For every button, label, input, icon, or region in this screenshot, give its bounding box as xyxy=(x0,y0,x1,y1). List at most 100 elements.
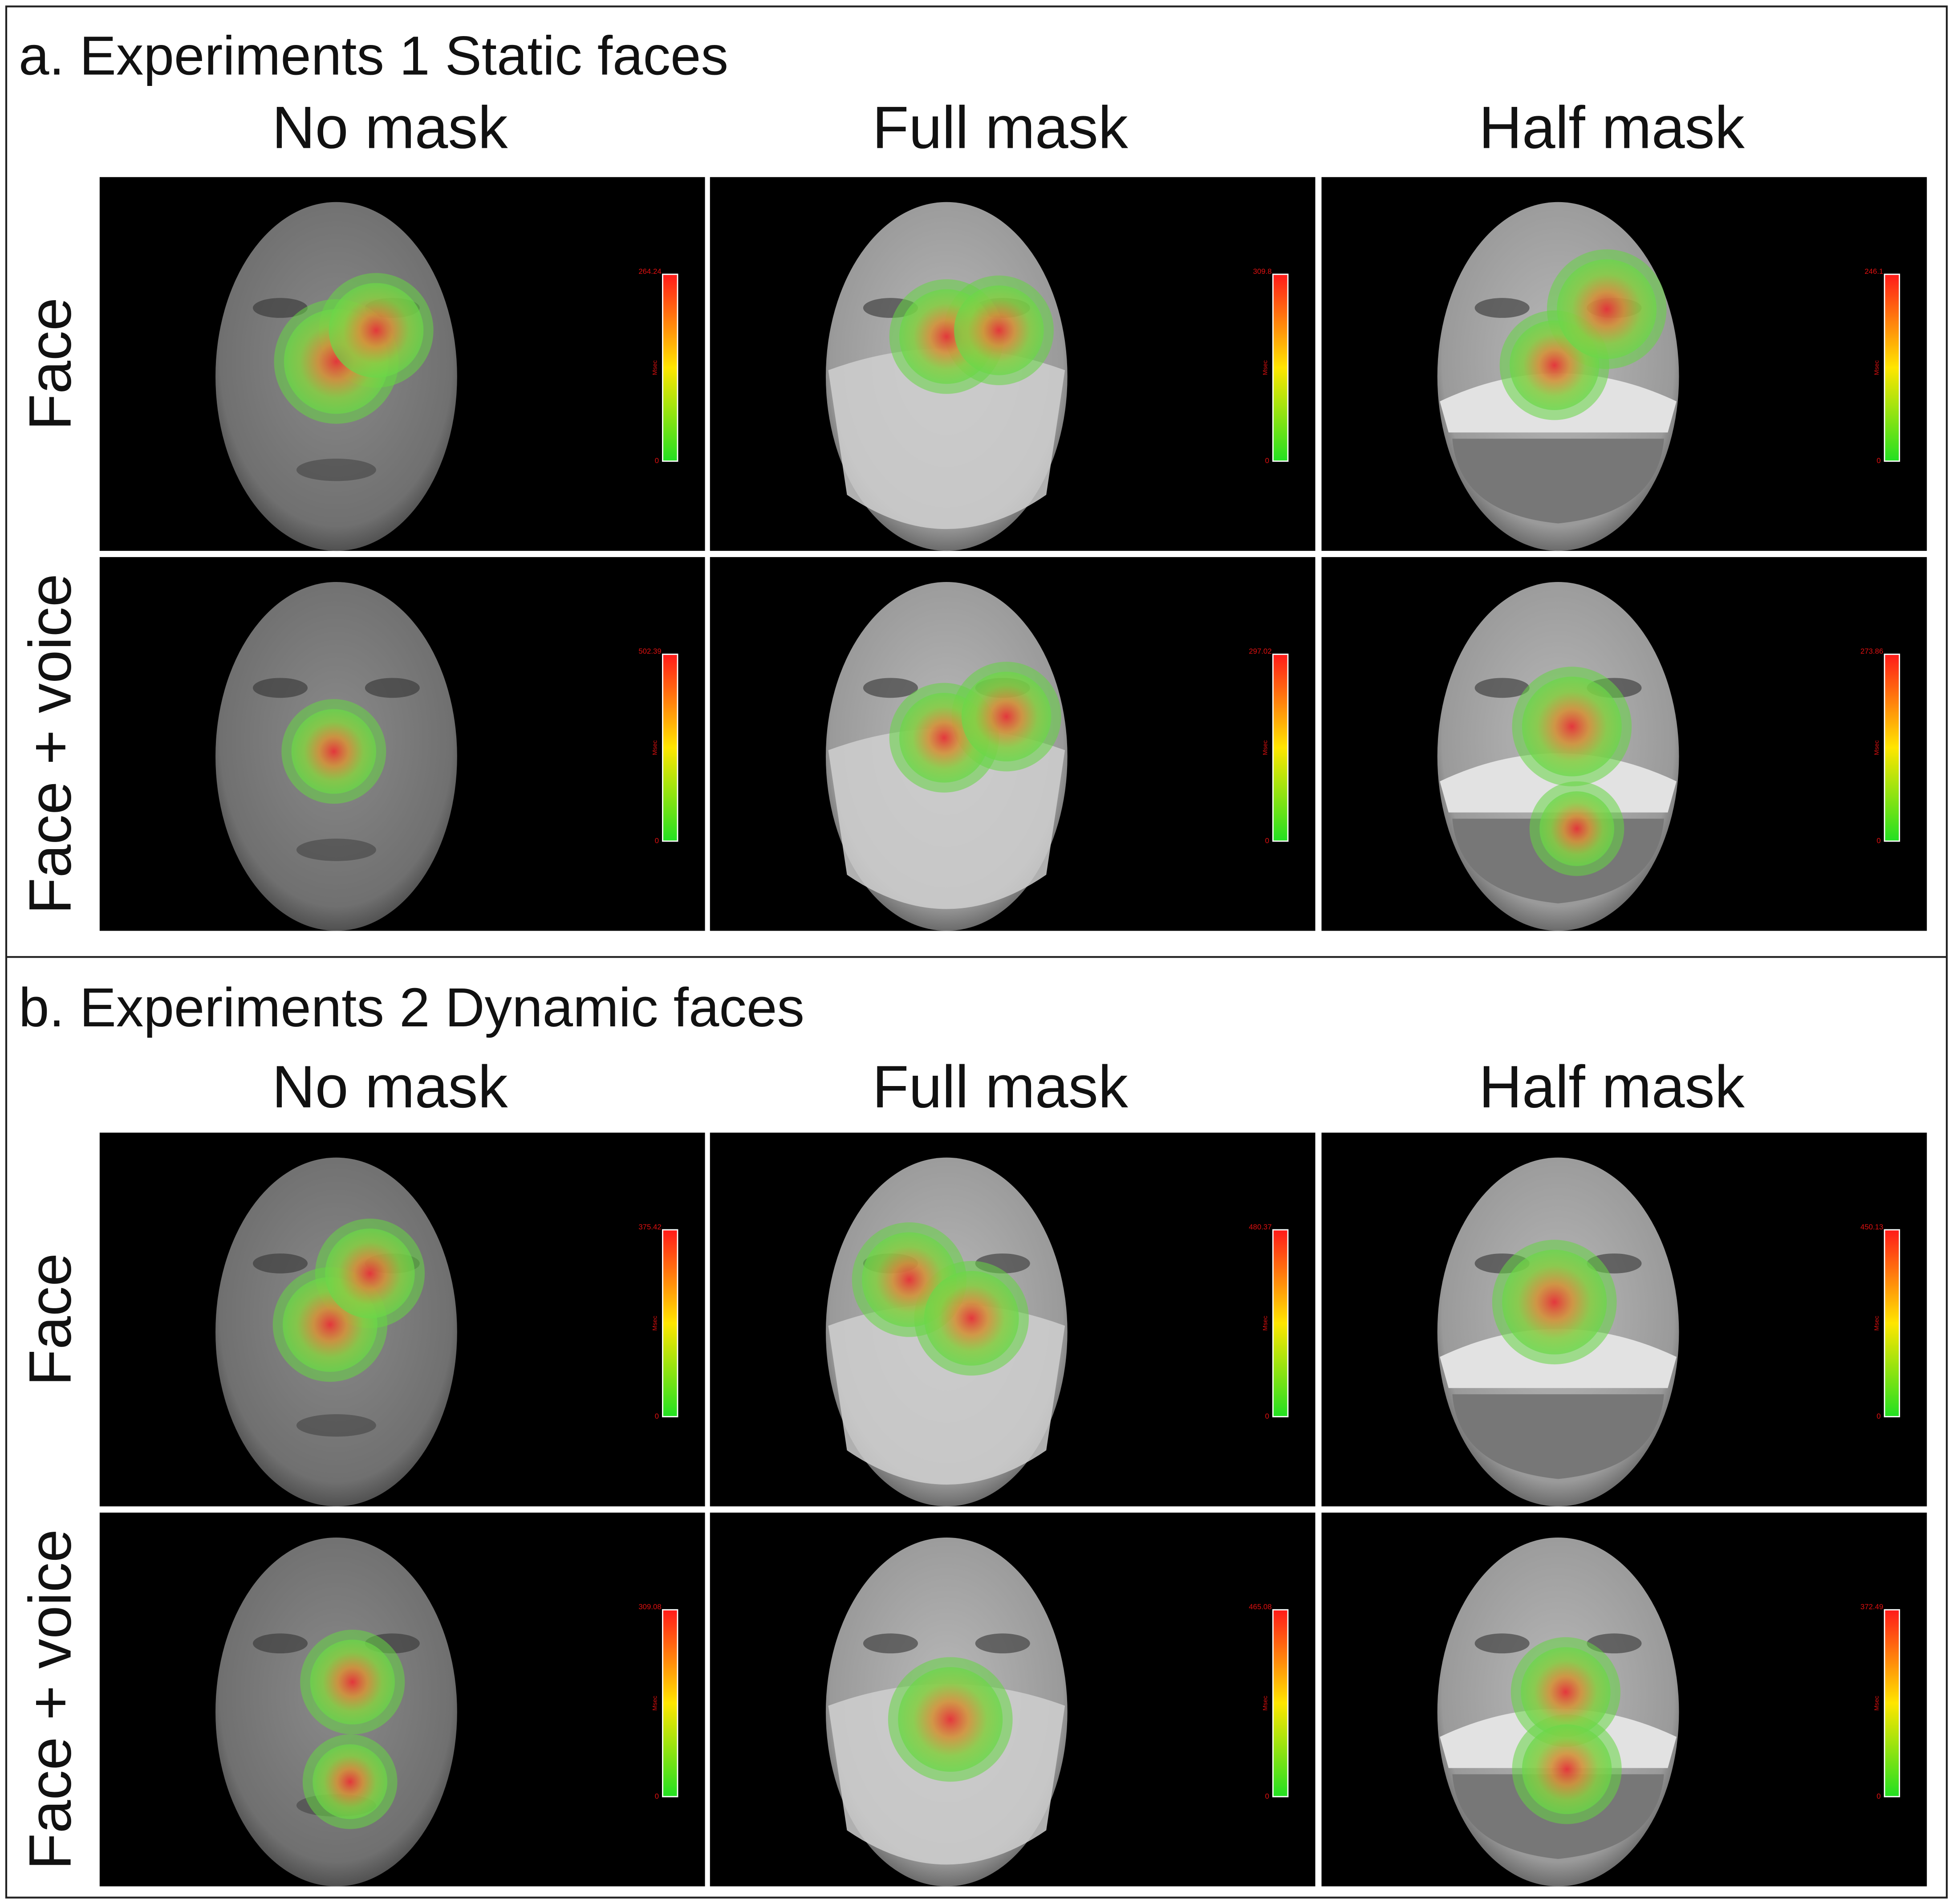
row-label: Face + voice xyxy=(17,574,84,914)
color-bar xyxy=(662,1609,678,1798)
panel: 372.49 Msec 0 xyxy=(1321,1513,1927,1887)
eye xyxy=(252,298,308,318)
column-header: Half mask xyxy=(1479,1054,1745,1120)
column-header: No mask xyxy=(272,1054,508,1120)
heat-spot xyxy=(1502,1249,1607,1355)
scale-unit: Msec xyxy=(1261,740,1268,755)
color-bar xyxy=(1884,1609,1900,1798)
scale-unit: Msec xyxy=(1873,360,1880,375)
mouth xyxy=(296,838,376,861)
scale-max: 502.39 xyxy=(638,647,661,655)
scale-unit: Msec xyxy=(1873,1696,1880,1710)
panel: 246.1 Msec 0 xyxy=(1321,177,1927,551)
color-bar xyxy=(662,653,678,842)
panel: 297.02 Msec 0 xyxy=(710,557,1316,931)
panel: 480.37 Msec 0 xyxy=(710,1132,1316,1507)
scale-unit: Msec xyxy=(1261,1696,1268,1710)
mouth xyxy=(296,1414,376,1437)
heat-spot xyxy=(291,709,376,794)
scale-min: 0 xyxy=(1876,1792,1880,1800)
heat-spot xyxy=(310,1640,395,1725)
panel: 309.8 Msec 0 xyxy=(710,177,1316,551)
panel: 502.39 Msec 0 xyxy=(99,557,705,931)
scale-min: 0 xyxy=(1265,1792,1269,1800)
scale-max: 297.02 xyxy=(1249,647,1271,655)
scale-min: 0 xyxy=(1876,456,1880,465)
panel: 375.42 Msec 0 xyxy=(99,1132,705,1507)
heat-spot xyxy=(1522,676,1622,777)
column-header: Full mask xyxy=(872,94,1128,161)
eye xyxy=(863,1633,918,1654)
row-label: Face xyxy=(17,297,84,431)
panel: 309.08 Msec 0 xyxy=(99,1513,705,1887)
scale-min: 0 xyxy=(1265,1412,1269,1420)
scale-unit: Msec xyxy=(1261,1316,1268,1330)
heat-spot xyxy=(898,1667,1003,1772)
color-bar xyxy=(662,273,678,462)
scale-min: 0 xyxy=(1265,836,1269,845)
scale-min: 0 xyxy=(1876,836,1880,845)
scale-unit: Msec xyxy=(651,1316,658,1330)
column-header: Half mask xyxy=(1479,94,1745,161)
scale-unit: Msec xyxy=(651,1696,658,1710)
eye xyxy=(1474,678,1530,698)
scale-max: 273.86 xyxy=(1860,647,1883,655)
heat-spot xyxy=(1539,791,1614,866)
column-header: Full mask xyxy=(872,1054,1128,1120)
row-label: Face + voice xyxy=(17,1529,84,1870)
scale-max: 465.08 xyxy=(1249,1603,1271,1611)
eye xyxy=(863,678,918,698)
color-bar xyxy=(1272,653,1289,842)
scale-min: 0 xyxy=(655,456,659,465)
column-header: No mask xyxy=(272,94,508,161)
heat-spot xyxy=(961,671,1052,761)
panel: 450.13 Msec 0 xyxy=(1321,1132,1927,1507)
scale-min: 0 xyxy=(655,1792,659,1800)
scale-min: 0 xyxy=(655,1412,659,1420)
border xyxy=(5,5,1948,1899)
panel: 264.24 Msec 0 xyxy=(99,177,705,551)
eye xyxy=(252,1253,308,1273)
heat-spot xyxy=(329,283,424,378)
heat-spot xyxy=(1521,1647,1611,1737)
scale-unit: Msec xyxy=(651,740,658,755)
scale-max: 375.42 xyxy=(638,1223,661,1231)
scale-max: 450.13 xyxy=(1860,1223,1883,1231)
section-title: a. Experiments 1 Static faces xyxy=(19,25,728,86)
color-bar xyxy=(1272,1609,1289,1798)
scale-unit: Msec xyxy=(1873,740,1880,755)
eye xyxy=(975,1633,1030,1654)
eye xyxy=(1587,1633,1642,1654)
panel: 273.86 Msec 0 xyxy=(1321,557,1927,931)
mask-window xyxy=(1452,1394,1664,1479)
heat-spot xyxy=(954,285,1044,375)
scale-max: 372.49 xyxy=(1860,1603,1883,1611)
eye xyxy=(1474,1633,1530,1654)
mask xyxy=(828,728,1065,909)
heat-spot xyxy=(1557,259,1657,359)
mouth xyxy=(296,459,376,481)
color-bar xyxy=(1272,273,1289,462)
color-bar xyxy=(1884,1229,1900,1417)
color-bar xyxy=(1884,653,1900,842)
scale-unit: Msec xyxy=(651,360,658,375)
heat-spot xyxy=(924,1271,1019,1366)
scale-max: 309.8 xyxy=(1253,267,1272,276)
eye xyxy=(252,678,308,698)
scale-max: 246.1 xyxy=(1864,267,1883,276)
scale-min: 0 xyxy=(1265,456,1269,465)
mask-window xyxy=(1452,439,1664,524)
scale-max: 309.08 xyxy=(638,1603,661,1611)
color-bar xyxy=(1884,273,1900,462)
scale-unit: Msec xyxy=(1261,360,1268,375)
heat-spot xyxy=(1522,1724,1612,1814)
scale-min: 0 xyxy=(655,836,659,845)
mask xyxy=(828,348,1065,529)
heat-spot xyxy=(325,1229,415,1318)
eye xyxy=(1474,298,1530,318)
color-bar xyxy=(662,1229,678,1417)
section-title: b. Experiments 2 Dynamic faces xyxy=(19,977,804,1038)
eye xyxy=(365,678,420,698)
scale-max: 480.37 xyxy=(1249,1223,1271,1231)
